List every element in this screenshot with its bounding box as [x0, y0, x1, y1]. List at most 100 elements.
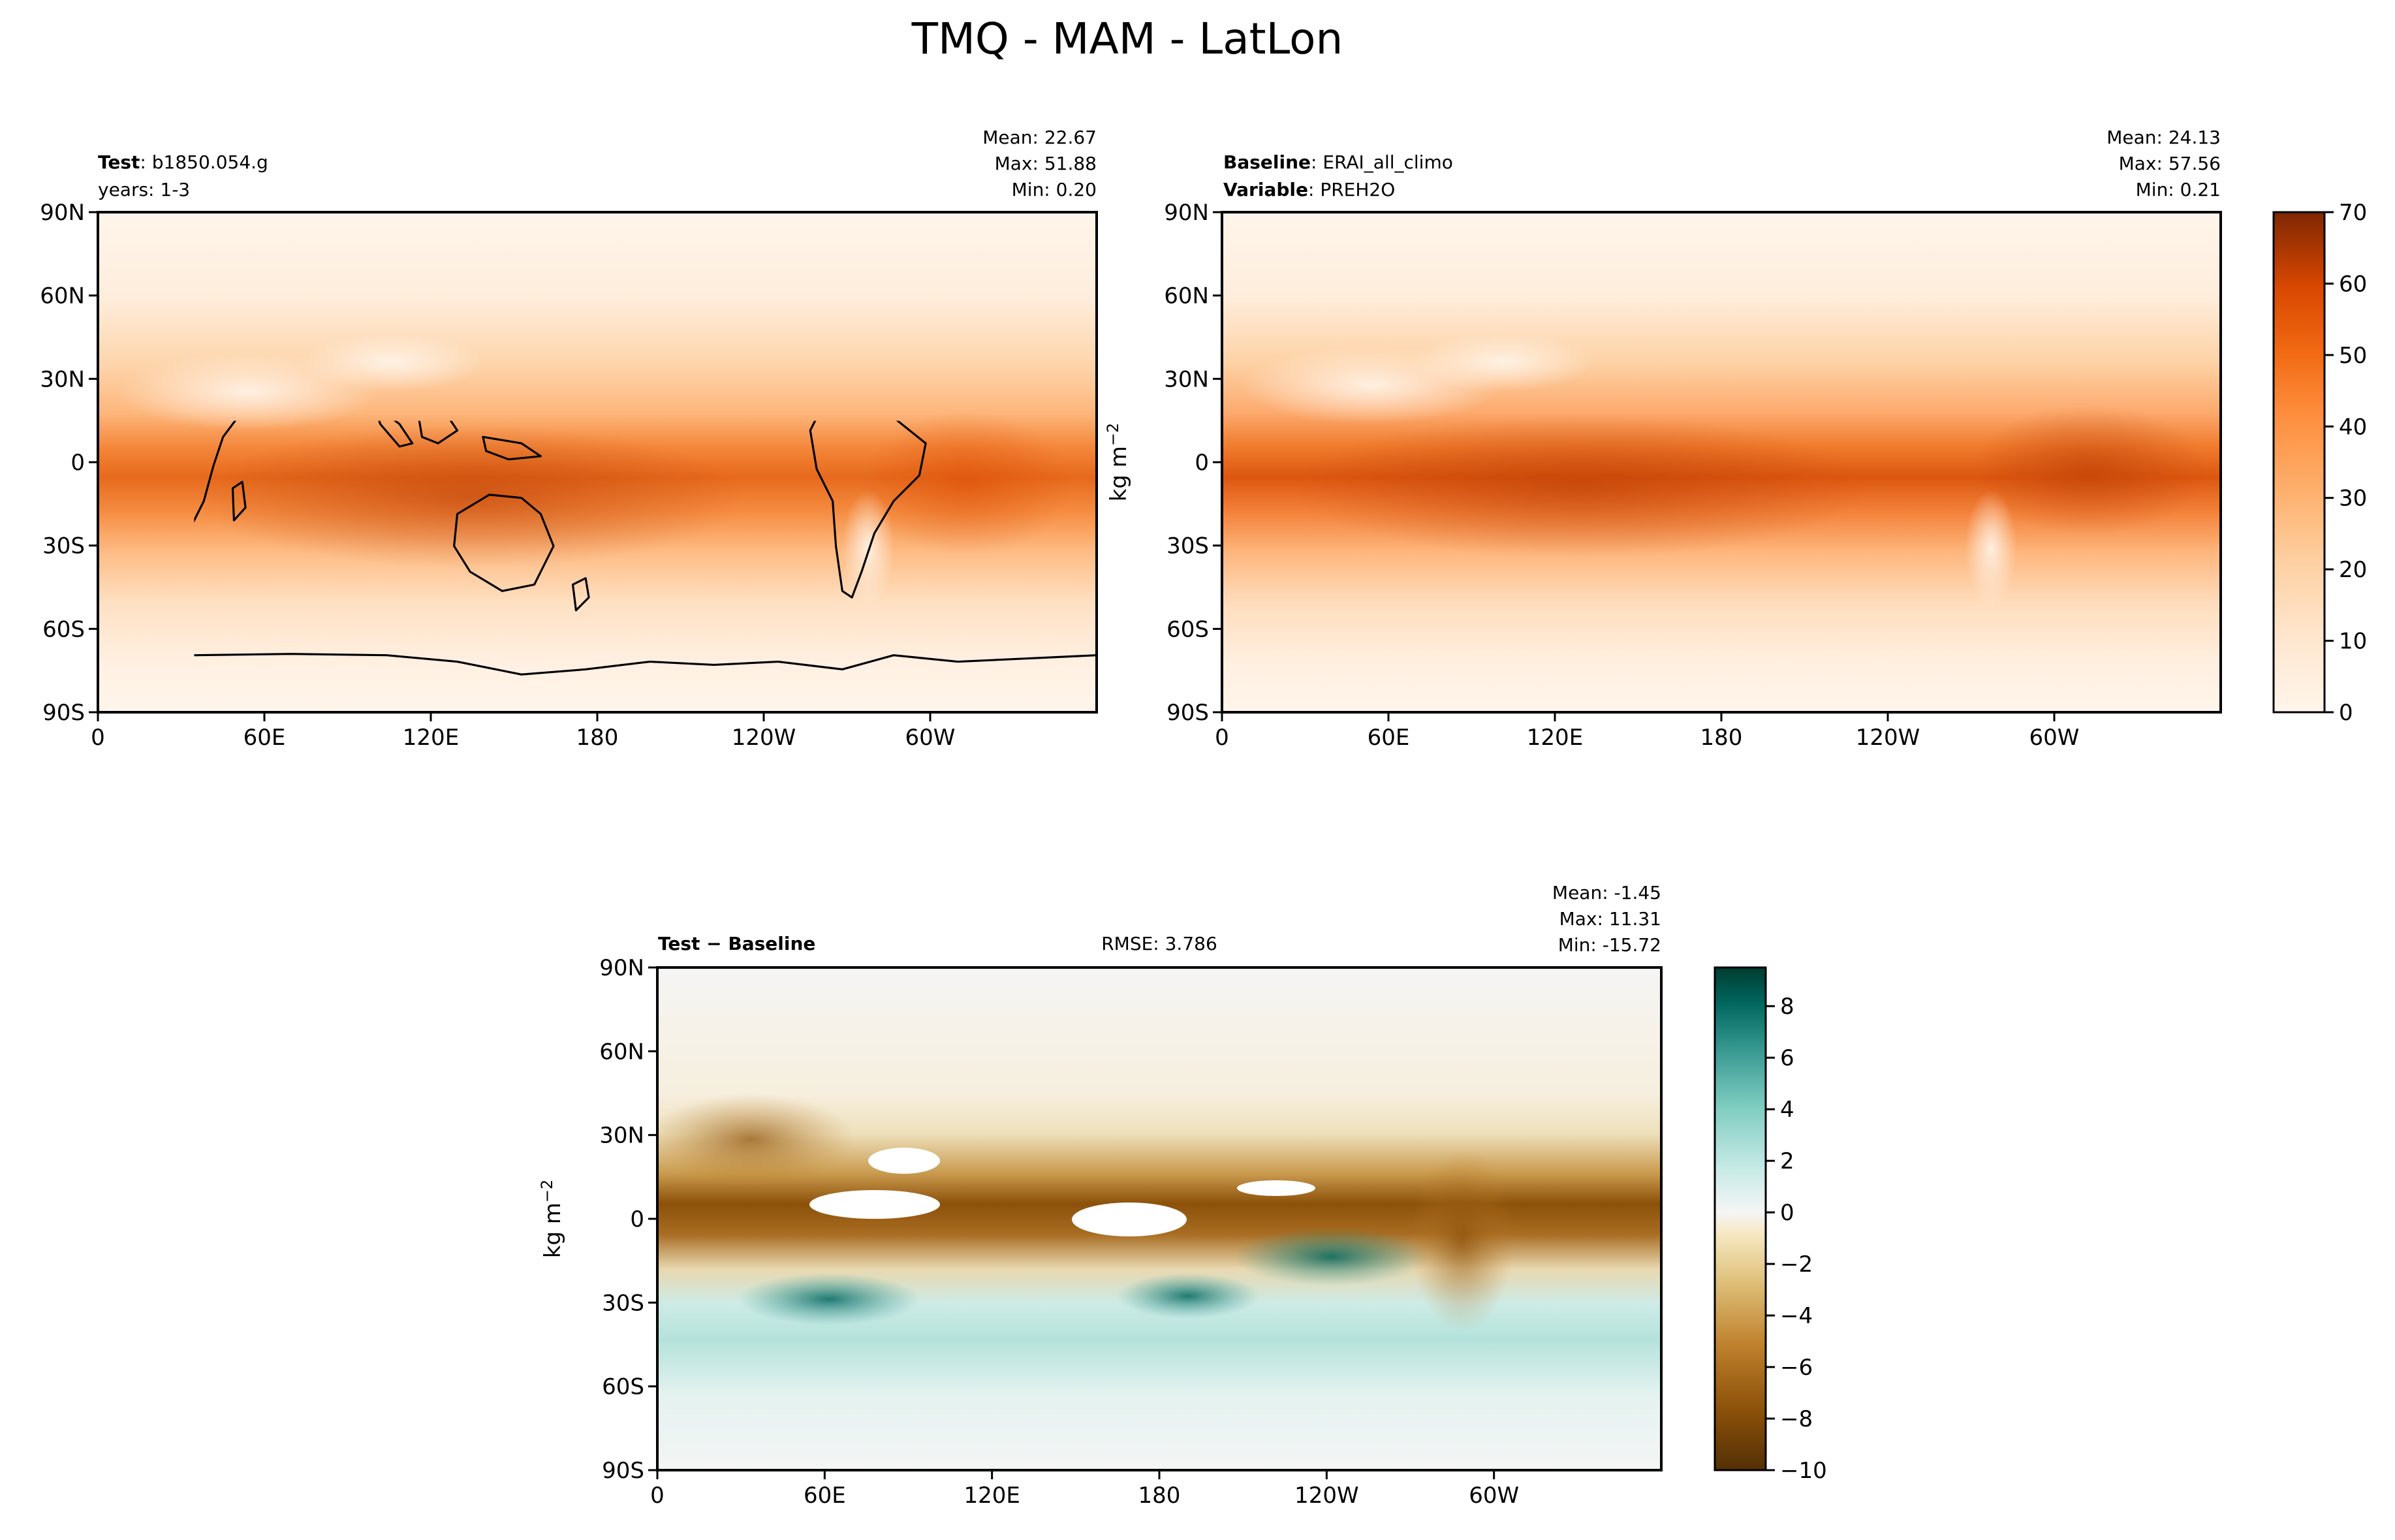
diff-max: Max: 11.31 [1559, 908, 1661, 930]
test-field-andes [842, 490, 894, 607]
colorbar-tick-label: 4 [1780, 1097, 1794, 1123]
x-tick-label: 60E [804, 1483, 846, 1509]
diff-rmse: RMSE: 3.786 [1101, 933, 1217, 954]
x-tick-label: 60E [243, 725, 286, 751]
figure-title: TMQ - MAM - LatLon [911, 14, 1343, 64]
coastline-australia [453, 494, 555, 592]
test-field-amazon [862, 411, 1071, 555]
y-tick-label: 0 [70, 450, 85, 476]
x-tick-label: 60W [905, 725, 956, 751]
baseline-x-axis: 0 60E 120E 180 120W 60W [1215, 712, 2079, 751]
x-tick-label: 0 [1215, 725, 1229, 751]
test-max: Max: 51.88 [995, 153, 1097, 174]
colorbar-difference: 8 6 4 2 0 −2 −4 −6 −8 −10 [1714, 966, 1827, 1484]
x-tick-label: 120W [1294, 1483, 1359, 1509]
x-tick-label: 120E [403, 725, 459, 751]
colorbar-tick-label: 10 [2339, 629, 2367, 655]
panel-baseline: 0 60E 120E 180 120W 60W 90N 60N 30N 0 30S 60S 90S B… [1104, 127, 2222, 751]
diff-units: kg m−2 [538, 1180, 566, 1259]
baseline-field-warmpool [1292, 415, 1867, 558]
x-tick-label: 0 [91, 725, 105, 751]
x-tick-label: 60W [1469, 1483, 1519, 1509]
x-tick-label: 0 [650, 1483, 665, 1509]
y-tick-label: 60S [42, 616, 85, 642]
y-tick-label: 90S [1166, 700, 1209, 726]
colorbar-tick-label: −2 [1780, 1251, 1813, 1278]
baseline-label-value: ERAI_all_climo [1323, 151, 1453, 173]
coastline-borneo [418, 420, 459, 445]
colorbar-tick-label: −6 [1780, 1355, 1813, 1381]
diff-field-void-3 [1237, 1180, 1315, 1196]
x-tick-label: 120W [1856, 725, 1920, 751]
test-field-tibet [300, 333, 483, 392]
colorbar-tick-label: 0 [1780, 1200, 1794, 1226]
y-tick-label: 90S [42, 700, 85, 726]
colorbar-difference-fill [1714, 966, 1767, 1471]
test-colon: : [140, 151, 151, 173]
y-tick-label: 30S [1166, 533, 1209, 559]
x-tick-label: 60W [2029, 725, 2080, 751]
coastline-new-guinea [482, 435, 542, 461]
coastline-sumatra [378, 420, 414, 448]
y-tick-label: 90N [40, 200, 85, 226]
test-label: Test: b1850.054.g [98, 151, 268, 173]
baseline-units: kg m−2 [1104, 423, 1132, 502]
test-years: years: 1-3 [98, 179, 190, 200]
y-tick-label: 60S [602, 1374, 644, 1400]
x-tick-label: 120E [963, 1483, 1020, 1509]
colorbar-baseline-ticks: 0 10 20 30 40 50 60 70 [2325, 200, 2367, 726]
x-tick-label: 120W [732, 725, 796, 751]
baseline-units-sup: −2 [1104, 423, 1122, 446]
test-field-warmpool [196, 424, 744, 568]
colorbar-tick-label: 70 [2339, 200, 2367, 226]
baseline-variable-value: PREH2O [1320, 179, 1395, 200]
panel-difference: 0 60E 120E 180 120W 60W 90N 60N 30N 0 30S 60S 90S T… [538, 882, 1663, 1509]
diff-label: Test − Baseline [658, 933, 815, 954]
diff-field-teal-1 [1234, 1227, 1430, 1286]
diff-field-void-1 [809, 1190, 940, 1219]
y-tick-label: 30S [602, 1290, 644, 1316]
baseline-mean: Mean: 24.13 [2106, 127, 2221, 148]
colorbar-tick-label: 8 [1780, 994, 1794, 1020]
test-x-axis: 0 60E 120E 180 120W 60W [91, 712, 955, 751]
test-mean: Mean: 22.67 [982, 127, 1097, 148]
test-min: Min: 0.20 [1012, 179, 1097, 200]
coastline-madagascar [231, 480, 247, 522]
diff-units-sup: −2 [538, 1180, 556, 1202]
x-tick-label: 180 [576, 725, 619, 751]
y-tick-label: 0 [1195, 450, 1209, 476]
diff-units-text: kg m [540, 1202, 566, 1258]
panel-test: 0 60E 120E 180 120W 60W 90N 60N 30N 0 30S 60S 90S T… [40, 127, 1098, 751]
diff-min: Min: -15.72 [1558, 934, 1661, 956]
baseline-max: Max: 57.56 [2119, 153, 2221, 174]
baseline-min: Min: 0.21 [2136, 179, 2221, 200]
test-label-bold: Test [98, 151, 140, 173]
baseline-units-text: kg m [1106, 446, 1132, 501]
baseline-field-andes [1965, 490, 2017, 607]
y-tick-label: 90N [599, 955, 644, 981]
x-tick-label: 180 [1700, 725, 1743, 751]
colorbar-tick-label: 0 [2339, 700, 2353, 726]
coastline-africa [194, 420, 237, 523]
colorbar-baseline-fill [2272, 211, 2326, 714]
y-tick-label: 60N [1164, 283, 1209, 309]
diff-field-teal-3 [738, 1273, 920, 1325]
baseline-colon: : [1311, 151, 1323, 173]
baseline-label: Baseline: ERAI_all_climo [1223, 151, 1453, 173]
diff-field-brown-1 [657, 1093, 855, 1185]
y-tick-label: 30S [42, 533, 85, 559]
y-tick-label: 60N [599, 1039, 644, 1065]
y-tick-label: 60S [1166, 616, 1209, 642]
colorbar-tick-label: 6 [1780, 1045, 1794, 1071]
y-tick-label: 30N [599, 1123, 644, 1149]
colorbar-tick-label: −10 [1780, 1458, 1827, 1484]
coastline-new-zealand [571, 577, 590, 612]
diff-field-void-2 [1072, 1202, 1187, 1236]
baseline-y-axis: 90N 60N 30N 0 30S 60S 90S [1164, 200, 1222, 726]
y-tick-label: 0 [630, 1206, 644, 1233]
colorbar-tick-label: 40 [2339, 414, 2367, 440]
colorbar-tick-label: −4 [1780, 1303, 1813, 1329]
colorbar-tick-label: −8 [1780, 1406, 1813, 1432]
colorbar-tick-label: 50 [2339, 343, 2367, 369]
